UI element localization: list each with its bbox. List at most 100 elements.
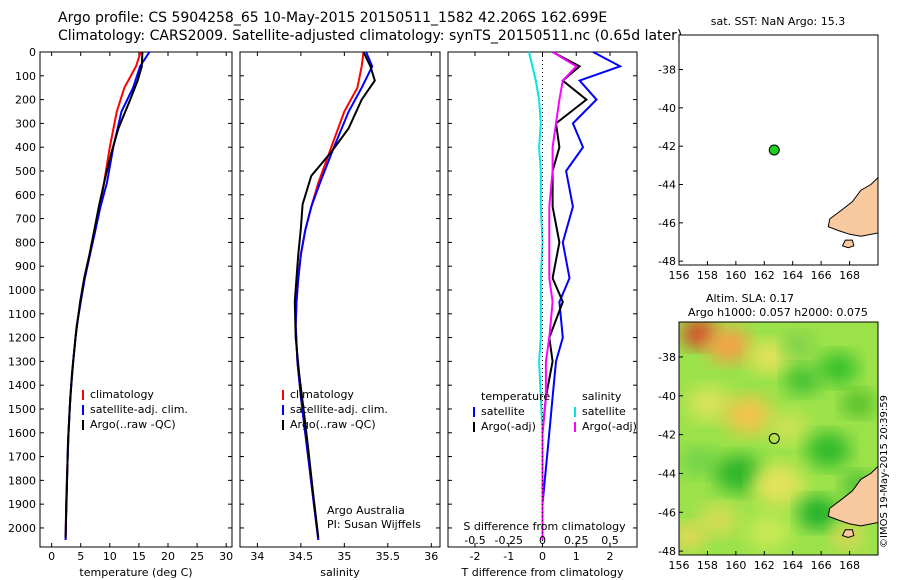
sla-patch <box>752 464 805 506</box>
x-tick-label: -2 <box>470 550 481 563</box>
annotation-text: Argo Australia <box>327 504 405 517</box>
sla-patch <box>768 410 809 443</box>
sla-patch <box>806 432 851 468</box>
legend-label: satellite-adj. clim. <box>290 403 388 416</box>
sla-patch <box>724 396 773 435</box>
title-line-2: Climatology: CARS2009. Satellite-adjuste… <box>58 28 683 44</box>
sla-patch <box>679 523 705 550</box>
s-tick-label: 0.5 <box>601 534 619 547</box>
sla-patch <box>748 340 789 373</box>
map-y-tick-label: -42 <box>658 429 676 442</box>
x-axis-label: T difference from climatology <box>461 566 624 579</box>
y-tick-label: 1600 <box>8 427 36 440</box>
map-x-tick-label: 156 <box>669 269 690 282</box>
sla-patch <box>784 365 821 395</box>
y-tick-label: 800 <box>15 236 36 249</box>
x-tick-label: -1 <box>503 550 514 563</box>
s-tick-label: 0.25 <box>564 534 589 547</box>
series-line-satellite-adj-clim- <box>294 51 374 541</box>
y-tick-label: 400 <box>15 141 36 154</box>
y-tick-label: 2000 <box>8 522 36 535</box>
map-area-sst <box>679 35 878 265</box>
map-y-tick-label: -46 <box>658 506 676 519</box>
x-tick-label: 2 <box>607 550 614 563</box>
map-y-tick-label: -38 <box>658 64 676 77</box>
x-tick-label: 20 <box>161 550 175 563</box>
x-tick-label: 1 <box>573 550 580 563</box>
x-tick-label: 0 <box>539 550 546 563</box>
map-x-tick-label: 156 <box>669 559 690 572</box>
y-tick-label: 500 <box>15 165 36 178</box>
sla-patch <box>842 390 875 417</box>
y-tick-label: 1300 <box>8 355 36 368</box>
s-tick-label: 0 <box>539 534 546 547</box>
map-y-tick-label: -40 <box>658 102 676 115</box>
sla-map-title: Altim. SLA: 0.17 <box>706 292 794 305</box>
y-tick-label: 1700 <box>8 451 36 464</box>
y-tick-label: 100 <box>15 70 36 83</box>
x-tick-label: 34 <box>250 550 264 563</box>
y-tick-label: 1200 <box>8 332 36 345</box>
sla-patch <box>798 497 839 530</box>
map-x-tick-label: 162 <box>754 559 775 572</box>
legend-label: climatology <box>90 388 154 401</box>
x-tick-label: 35.5 <box>376 550 401 563</box>
map-y-tick-label: -46 <box>658 217 676 230</box>
legend-label: Argo(..raw -QC) <box>290 418 376 431</box>
legend-label: satellite <box>582 405 626 418</box>
sla-patch <box>680 447 717 477</box>
sla-map-subtitle: Argo h1000: 0.057 h2000: 0.075 <box>688 306 868 319</box>
sla-patch <box>686 385 731 422</box>
map-x-tick-label: 164 <box>782 269 803 282</box>
x-tick-label: 5 <box>77 550 84 563</box>
legend-header: temperature <box>481 390 550 403</box>
map-x-tick-label: 160 <box>725 269 746 282</box>
x-tick-label: 10 <box>103 550 117 563</box>
map-x-tick-label: 160 <box>725 559 746 572</box>
map-y-tick-label: -44 <box>658 179 676 192</box>
y-tick-label: 600 <box>15 189 36 202</box>
legend-label: Argo(-adj) <box>481 420 536 433</box>
title-line-1: Argo profile: CS 5904258_65 10-May-2015 … <box>58 10 608 26</box>
legend-label: satellite <box>481 405 525 418</box>
x-tick-label: 0 <box>48 550 55 563</box>
sla-patch <box>818 352 859 385</box>
annotation-text: PI: Susan Wijffels <box>327 518 421 531</box>
panel-frame-temperature <box>39 51 233 548</box>
map-area-sla <box>679 322 878 555</box>
new-zealand-land <box>827 465 878 527</box>
series-line-t-satellite <box>541 51 623 540</box>
legend-label: satellite-adj. clim. <box>90 403 188 416</box>
map-frame-sla <box>678 321 879 556</box>
panel-frame-salinity <box>239 51 441 548</box>
map-x-tick-label: 168 <box>839 559 860 572</box>
sla-patch <box>698 504 739 537</box>
map-frame-sst <box>678 34 879 266</box>
x-tick-label: 25 <box>190 550 204 563</box>
sst-map-title: sat. SST: NaN Argo: 15.3 <box>711 15 845 28</box>
y-tick-label: 900 <box>15 260 36 273</box>
map-x-tick-label: 158 <box>697 269 718 282</box>
y-tick-label: 700 <box>15 213 36 226</box>
float-position-marker <box>768 144 780 156</box>
map-y-tick-label: -48 <box>658 255 676 268</box>
map-x-tick-label: 162 <box>754 269 775 282</box>
float-position-marker <box>768 433 780 444</box>
map-x-tick-label: 158 <box>697 559 718 572</box>
sla-patch <box>782 332 815 359</box>
y-tick-label: 200 <box>15 94 36 107</box>
y-tick-label: 1800 <box>8 474 36 487</box>
map-y-tick-label: -38 <box>658 351 676 364</box>
legend-label: climatology <box>290 388 354 401</box>
x-axis-label: temperature (deg C) <box>79 566 192 579</box>
y-tick-label: 1100 <box>8 308 36 321</box>
legend-header: salinity <box>582 390 622 403</box>
stewart-island-land <box>841 239 855 249</box>
map-x-tick-label: 166 <box>811 269 832 282</box>
y-tick-label: 1500 <box>8 403 36 416</box>
x-tick-label: 30 <box>219 550 233 563</box>
s-tick-label: -0.25 <box>495 534 523 547</box>
sla-patch <box>746 514 791 550</box>
s-axis-label: S difference from climatology <box>463 520 626 533</box>
